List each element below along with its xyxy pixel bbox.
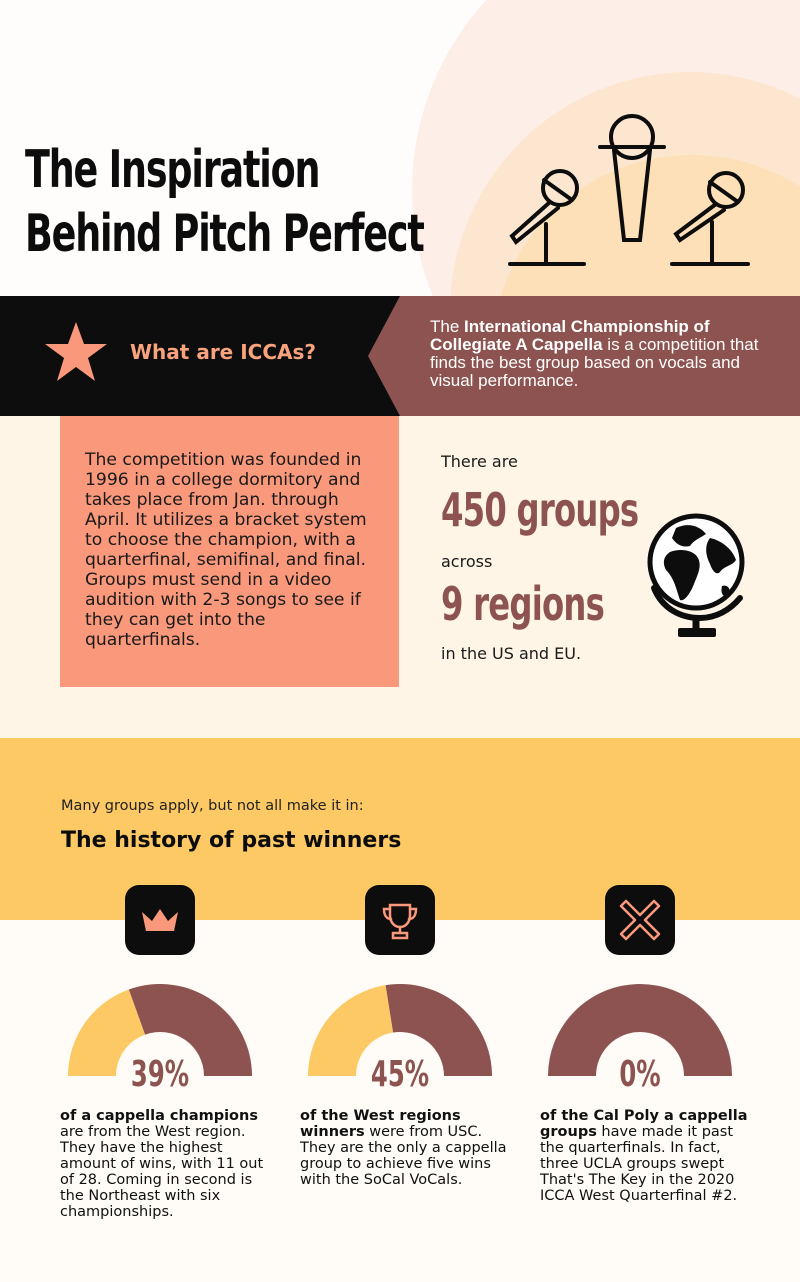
stat-bold: of a cappella champions — [60, 1108, 258, 1124]
crown-icon — [142, 909, 178, 931]
page-title: The Inspiration Behind Pitch Perfect — [25, 138, 425, 266]
percent-value: 39% — [130, 1054, 190, 1095]
groups-count: 450 groups — [441, 483, 639, 537]
gauge-chart-1 — [308, 984, 492, 1076]
founded-card: The competition was founded in 1996 in a… — [60, 416, 399, 687]
location-label: in the US and EU. — [441, 644, 582, 663]
title-line-1: The Inspiration — [25, 140, 320, 200]
definition-text: is a competition that finds the best gro… — [430, 335, 759, 390]
stat-rest: were from USC. They are the only a cappe… — [300, 1124, 507, 1188]
percent-value: 45% — [370, 1054, 430, 1095]
microphone-stand-icon — [670, 171, 750, 266]
regions-count: 9 regions — [441, 577, 605, 631]
definition-text: The — [430, 317, 465, 336]
icca-definition-band: What are ICCAs? The International Champi… — [0, 296, 800, 416]
founded-text: The competition was founded in 1996 in a… — [85, 450, 367, 650]
gauge-chart-0 — [68, 984, 252, 1076]
microphones-icon — [508, 114, 750, 266]
icca-question: What are ICCAs? — [130, 340, 316, 364]
definition-bold: International Championship of Collegiate… — [430, 317, 710, 354]
across-label: across — [441, 552, 493, 571]
star-icon — [45, 322, 107, 381]
gauge-segment-remainder — [385, 984, 492, 1076]
microphone-stand-icon — [508, 169, 586, 266]
x-icon-box — [605, 885, 675, 955]
history-heading: The history of past winners — [61, 828, 402, 853]
microphone-icon — [598, 114, 666, 242]
stat-rest: have made it past the quarterfinals. In … — [540, 1124, 738, 1204]
trophy-icon-box — [365, 885, 435, 955]
stat-description: of the Cal Poly a cappella groups have m… — [540, 1108, 755, 1204]
stat-bold: of the West regions winners — [300, 1108, 461, 1140]
stat-rest: are from the West region. They have the … — [60, 1124, 264, 1220]
stat-description: of a cappella champions are from the Wes… — [60, 1108, 275, 1220]
percent-value: 0% — [619, 1054, 661, 1095]
gauge-segment-remainder — [128, 984, 252, 1076]
gauge-segment-value — [68, 989, 146, 1076]
hero-section: The Inspiration Behind Pitch Perfect — [0, 0, 800, 296]
x-icon — [619, 899, 661, 941]
icca-definition: The International Championship of Colleg… — [430, 318, 785, 390]
facts-section: The competition was founded in 1996 in a… — [0, 416, 800, 738]
title-line-2: Behind Pitch Perfect — [25, 204, 425, 264]
gauge-chart-2 — [548, 984, 732, 1076]
globe-icon — [647, 513, 745, 637]
stat-bold: of the Cal Poly a cappella groups — [540, 1108, 748, 1140]
crown-icon-box — [125, 885, 195, 955]
history-intro: Many groups apply, but not all make it i… — [61, 798, 364, 814]
gauge-segment-value — [308, 985, 394, 1076]
gauge-segment-remainder — [548, 984, 732, 1076]
band-black-shape — [0, 296, 400, 416]
trophy-icon — [382, 903, 418, 940]
there-are-label: There are — [441, 452, 518, 471]
stat-description: of the West regions winners were from US… — [300, 1108, 515, 1188]
